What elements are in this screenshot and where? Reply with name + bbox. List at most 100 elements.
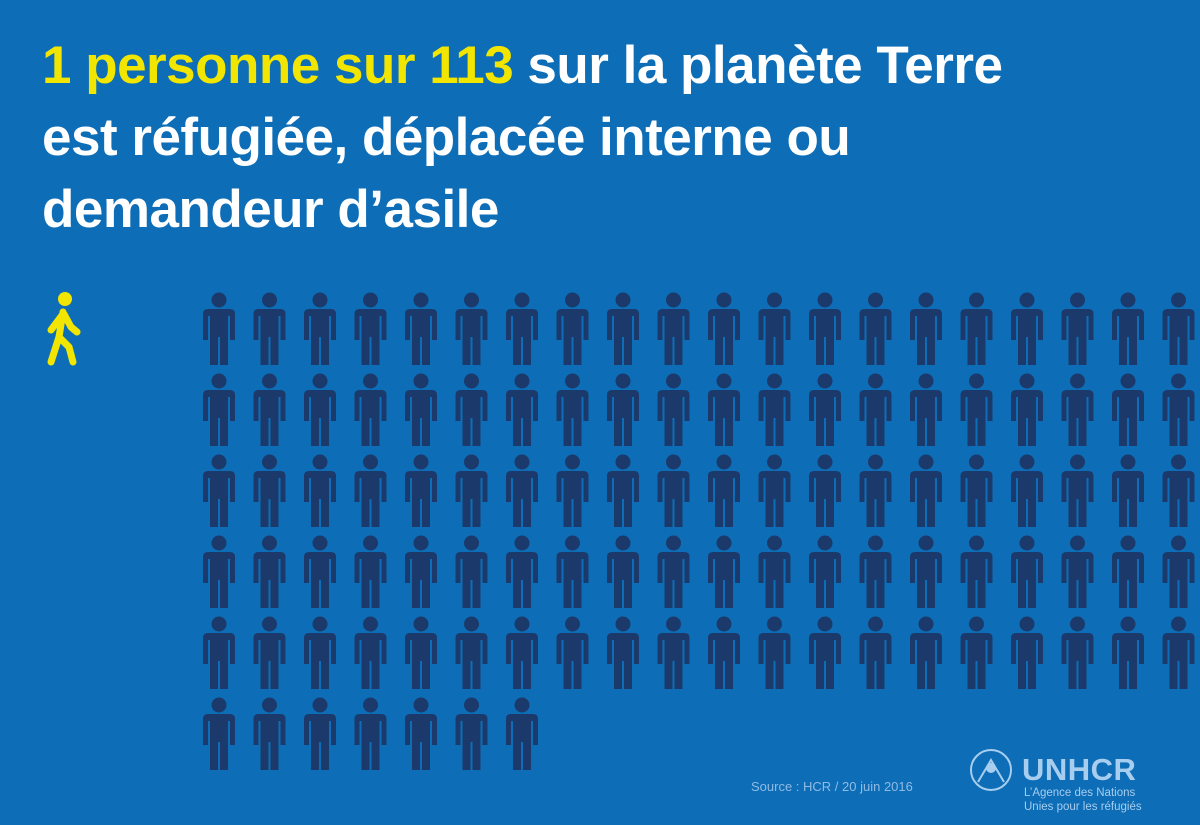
person xyxy=(354,292,387,365)
title-segment: 1 personne sur xyxy=(42,36,430,95)
person xyxy=(405,535,437,608)
body xyxy=(354,471,387,527)
head xyxy=(565,535,580,551)
body xyxy=(506,714,538,770)
head xyxy=(716,454,732,470)
body xyxy=(1061,309,1094,365)
head xyxy=(262,535,277,551)
head xyxy=(363,292,378,308)
person xyxy=(758,454,791,527)
person xyxy=(910,292,942,365)
person xyxy=(253,454,286,527)
body xyxy=(1112,309,1144,365)
body xyxy=(960,633,993,689)
head xyxy=(1171,373,1186,389)
person xyxy=(1061,373,1094,446)
person xyxy=(607,292,639,365)
head xyxy=(1019,616,1035,632)
body xyxy=(1011,552,1043,608)
person xyxy=(354,454,387,527)
head xyxy=(363,535,378,551)
body xyxy=(657,633,690,689)
head xyxy=(1171,616,1186,632)
person xyxy=(455,373,488,446)
person xyxy=(1162,454,1195,527)
head xyxy=(565,292,580,308)
body xyxy=(607,390,639,446)
body xyxy=(1011,471,1043,527)
person xyxy=(758,292,791,365)
head xyxy=(565,373,580,389)
head xyxy=(1070,535,1085,551)
body xyxy=(556,309,589,365)
head xyxy=(868,616,883,632)
body xyxy=(607,633,639,689)
person xyxy=(607,535,639,608)
person xyxy=(910,373,942,446)
person xyxy=(1011,535,1043,608)
body xyxy=(960,471,993,527)
person xyxy=(859,616,892,689)
head xyxy=(262,373,277,389)
head xyxy=(1070,616,1085,632)
head xyxy=(413,373,429,389)
body xyxy=(657,471,690,527)
person xyxy=(304,535,336,608)
person xyxy=(556,535,589,608)
head xyxy=(514,616,530,632)
body xyxy=(859,633,892,689)
person xyxy=(1112,373,1144,446)
head xyxy=(716,373,732,389)
person xyxy=(556,373,589,446)
person xyxy=(354,697,387,770)
title-segment: est réfugiée, déplacée interne ou xyxy=(42,108,851,167)
body xyxy=(405,714,437,770)
body xyxy=(758,390,791,446)
head xyxy=(969,292,984,308)
head xyxy=(1019,454,1035,470)
person xyxy=(304,616,336,689)
logo-emblem xyxy=(970,749,1012,791)
body xyxy=(657,390,690,446)
person xyxy=(1162,616,1195,689)
head xyxy=(1171,535,1186,551)
person xyxy=(506,292,538,365)
head xyxy=(262,697,277,713)
body xyxy=(758,633,791,689)
head xyxy=(767,616,782,632)
head xyxy=(262,616,277,632)
head xyxy=(312,535,328,551)
body xyxy=(455,633,488,689)
head xyxy=(615,373,631,389)
body xyxy=(253,471,286,527)
head xyxy=(666,454,681,470)
person xyxy=(1112,454,1144,527)
head xyxy=(211,373,227,389)
body xyxy=(506,390,538,446)
person xyxy=(1162,535,1195,608)
person xyxy=(1061,292,1094,365)
person xyxy=(1061,454,1094,527)
body xyxy=(556,633,589,689)
body xyxy=(708,390,740,446)
person xyxy=(506,697,538,770)
body xyxy=(1112,633,1144,689)
body xyxy=(506,471,538,527)
head xyxy=(514,697,530,713)
head xyxy=(363,616,378,632)
body xyxy=(1162,309,1195,365)
person xyxy=(960,616,993,689)
person xyxy=(809,373,841,446)
body xyxy=(405,552,437,608)
person xyxy=(1011,292,1043,365)
head xyxy=(918,616,934,632)
source: Source : HCR / 20 juin 2016 xyxy=(751,779,913,794)
head xyxy=(767,373,782,389)
body xyxy=(859,471,892,527)
body xyxy=(253,390,286,446)
person xyxy=(859,373,892,446)
head xyxy=(615,616,631,632)
person xyxy=(455,616,488,689)
person xyxy=(253,535,286,608)
body xyxy=(809,552,841,608)
